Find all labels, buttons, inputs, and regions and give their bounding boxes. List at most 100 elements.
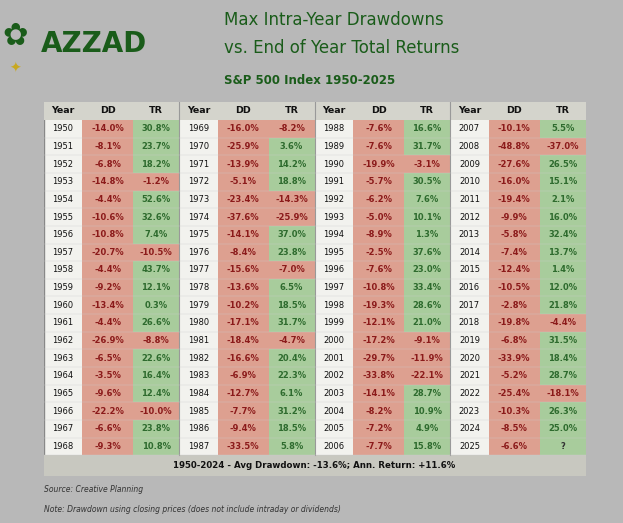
FancyBboxPatch shape — [540, 244, 586, 261]
Text: Year: Year — [187, 107, 210, 116]
FancyBboxPatch shape — [353, 279, 404, 297]
FancyBboxPatch shape — [540, 332, 586, 349]
Text: -10.0%: -10.0% — [140, 407, 173, 416]
Text: -18.4%: -18.4% — [227, 336, 260, 345]
FancyBboxPatch shape — [540, 297, 586, 314]
FancyBboxPatch shape — [488, 402, 540, 420]
FancyBboxPatch shape — [269, 402, 315, 420]
Text: -10.5%: -10.5% — [140, 248, 173, 257]
Text: -10.3%: -10.3% — [498, 407, 530, 416]
Text: 2019: 2019 — [459, 336, 480, 345]
Text: 20.4%: 20.4% — [277, 354, 306, 363]
Text: -7.7%: -7.7% — [230, 407, 257, 416]
FancyBboxPatch shape — [82, 226, 133, 244]
Text: 1969: 1969 — [188, 124, 209, 133]
FancyBboxPatch shape — [404, 438, 450, 456]
Text: 32.4%: 32.4% — [548, 230, 577, 239]
FancyBboxPatch shape — [269, 173, 315, 190]
FancyBboxPatch shape — [217, 349, 269, 367]
Text: 6.5%: 6.5% — [280, 283, 303, 292]
Text: -20.7%: -20.7% — [92, 248, 124, 257]
Text: 25.0%: 25.0% — [548, 424, 577, 434]
FancyBboxPatch shape — [82, 279, 133, 297]
Text: 2007: 2007 — [459, 124, 480, 133]
FancyBboxPatch shape — [217, 385, 269, 402]
FancyBboxPatch shape — [133, 385, 179, 402]
Text: 2005: 2005 — [323, 424, 345, 434]
Text: 1991: 1991 — [323, 177, 345, 186]
Text: 1995: 1995 — [323, 248, 345, 257]
Text: 2023: 2023 — [459, 407, 480, 416]
FancyBboxPatch shape — [82, 349, 133, 367]
Text: -27.6%: -27.6% — [498, 160, 531, 168]
Text: -6.6%: -6.6% — [501, 442, 528, 451]
FancyBboxPatch shape — [82, 138, 133, 155]
Text: 1958: 1958 — [52, 266, 74, 275]
Text: ✿: ✿ — [3, 22, 28, 51]
FancyBboxPatch shape — [269, 349, 315, 367]
Text: 1985: 1985 — [188, 407, 209, 416]
Text: 15.8%: 15.8% — [412, 442, 442, 451]
FancyBboxPatch shape — [404, 332, 450, 349]
FancyBboxPatch shape — [82, 173, 133, 190]
Text: 14.2%: 14.2% — [277, 160, 307, 168]
Text: 21.0%: 21.0% — [412, 319, 442, 327]
FancyBboxPatch shape — [404, 349, 450, 367]
Text: -13.9%: -13.9% — [227, 160, 259, 168]
Text: 31.7%: 31.7% — [277, 319, 306, 327]
Text: -13.4%: -13.4% — [91, 301, 124, 310]
FancyBboxPatch shape — [217, 314, 269, 332]
FancyBboxPatch shape — [488, 279, 540, 297]
Text: 2002: 2002 — [323, 371, 345, 380]
Text: -9.3%: -9.3% — [94, 442, 121, 451]
Text: -12.1%: -12.1% — [362, 319, 395, 327]
Text: -23.4%: -23.4% — [227, 195, 260, 204]
Text: Year: Year — [458, 107, 481, 116]
FancyBboxPatch shape — [488, 226, 540, 244]
Text: S&P 500 Index 1950-2025: S&P 500 Index 1950-2025 — [224, 74, 396, 87]
FancyBboxPatch shape — [353, 244, 404, 261]
Text: 1983: 1983 — [188, 371, 209, 380]
FancyBboxPatch shape — [269, 226, 315, 244]
Text: TR: TR — [420, 107, 434, 116]
FancyBboxPatch shape — [353, 402, 404, 420]
Text: 1977: 1977 — [188, 266, 209, 275]
Text: 1973: 1973 — [188, 195, 209, 204]
Text: -29.7%: -29.7% — [363, 354, 395, 363]
Text: 7.4%: 7.4% — [145, 230, 168, 239]
FancyBboxPatch shape — [488, 120, 540, 138]
FancyBboxPatch shape — [404, 208, 450, 226]
Text: -5.8%: -5.8% — [501, 230, 528, 239]
Text: 2012: 2012 — [459, 212, 480, 222]
Text: 2.1%: 2.1% — [551, 195, 574, 204]
FancyBboxPatch shape — [404, 314, 450, 332]
Text: -37.6%: -37.6% — [227, 212, 259, 222]
Text: -4.4%: -4.4% — [94, 319, 121, 327]
Text: -15.6%: -15.6% — [227, 266, 260, 275]
FancyBboxPatch shape — [404, 420, 450, 438]
FancyBboxPatch shape — [540, 120, 586, 138]
FancyBboxPatch shape — [353, 297, 404, 314]
Text: 1955: 1955 — [52, 212, 74, 222]
FancyBboxPatch shape — [217, 297, 269, 314]
Text: 1999: 1999 — [323, 319, 345, 327]
Text: 1982: 1982 — [188, 354, 209, 363]
FancyBboxPatch shape — [217, 120, 269, 138]
Text: -17.2%: -17.2% — [362, 336, 395, 345]
FancyBboxPatch shape — [82, 332, 133, 349]
FancyBboxPatch shape — [488, 314, 540, 332]
FancyBboxPatch shape — [404, 402, 450, 420]
Text: 2025: 2025 — [459, 442, 480, 451]
FancyBboxPatch shape — [82, 190, 133, 208]
FancyBboxPatch shape — [133, 314, 179, 332]
FancyBboxPatch shape — [488, 261, 540, 279]
FancyBboxPatch shape — [44, 456, 586, 476]
Text: 1993: 1993 — [323, 212, 345, 222]
FancyBboxPatch shape — [488, 190, 540, 208]
Text: Source: Creative Planning: Source: Creative Planning — [44, 485, 143, 494]
Text: 10.1%: 10.1% — [412, 212, 442, 222]
Text: -6.5%: -6.5% — [94, 354, 121, 363]
Text: -4.4%: -4.4% — [94, 266, 121, 275]
Text: -9.6%: -9.6% — [94, 389, 121, 398]
FancyBboxPatch shape — [82, 402, 133, 420]
